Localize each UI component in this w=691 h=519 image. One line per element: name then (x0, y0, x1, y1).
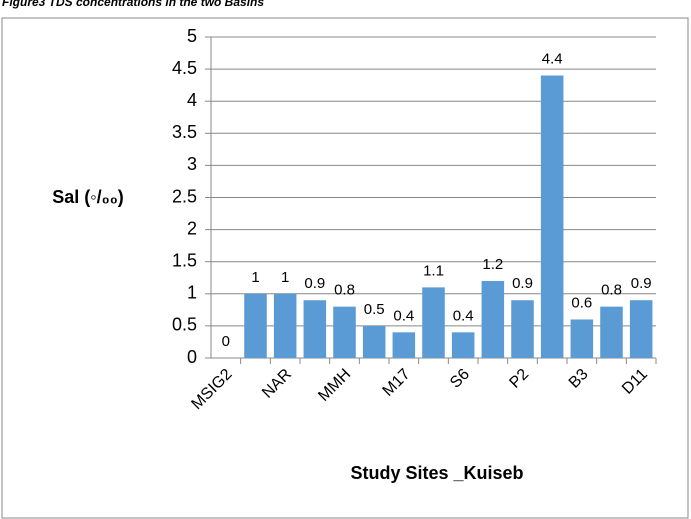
y-tick-label: 0.5 (172, 315, 197, 335)
y-tick-label: 4.5 (172, 58, 197, 78)
y-tick-label: 5 (187, 26, 197, 46)
bar (333, 306, 356, 358)
y-tick-label: 2 (187, 218, 197, 238)
x-axis-title: Study Sites _Kuiseb (350, 463, 523, 483)
value-label: 0.9 (304, 275, 325, 292)
value-label: 0.8 (334, 282, 355, 299)
bar (570, 319, 594, 358)
bar (451, 332, 475, 358)
value-label: 0.4 (453, 307, 474, 324)
bar (481, 280, 505, 358)
chart-frame (1, 17, 689, 519)
bar (362, 325, 386, 358)
y-tick-label: 4 (187, 90, 197, 110)
value-label: 0.4 (393, 307, 414, 324)
value-label: 4.4 (542, 50, 563, 67)
value-label: 0.5 (364, 301, 385, 318)
bar (273, 293, 297, 358)
value-label: 1 (281, 269, 289, 286)
bar (540, 75, 564, 359)
y-axis-title: Sal (◦/₀₀) (52, 187, 124, 207)
bar (392, 332, 416, 358)
y-tick-label: 1 (187, 283, 197, 303)
y-tick-label: 3 (187, 154, 197, 174)
bar (303, 300, 327, 358)
value-label: 0 (222, 333, 230, 350)
y-tick-label: 3.5 (172, 122, 197, 142)
y-tick-label: 1.5 (172, 250, 197, 270)
y-tick-label: 0 (187, 347, 197, 367)
bar (600, 306, 623, 358)
chart-title: Figure3 TDS concentrations in the two Ba… (2, 0, 264, 9)
value-label: 0.9 (631, 275, 652, 292)
value-label: 0.6 (571, 294, 592, 311)
bar (244, 293, 267, 358)
y-tick-label: 2.5 (172, 186, 197, 206)
value-label: 1 (251, 269, 259, 286)
bar (422, 287, 445, 358)
value-label: 0.9 (512, 275, 533, 292)
value-label: 0.8 (601, 282, 622, 299)
bar (511, 300, 534, 358)
value-label: 1.1 (423, 262, 444, 279)
bar (629, 300, 653, 358)
value-label: 1.2 (482, 256, 503, 273)
